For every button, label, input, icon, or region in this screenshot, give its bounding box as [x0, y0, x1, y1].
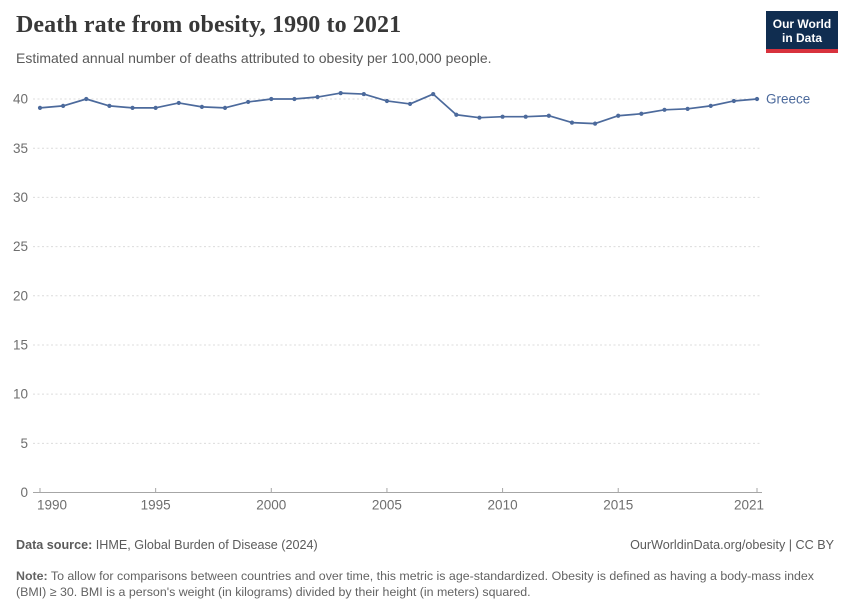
data-point-marker: [477, 115, 482, 120]
data-point-marker: [592, 121, 598, 126]
data-point-marker: [361, 91, 366, 97]
data-point-marker: [616, 113, 621, 118]
data-point-marker: [246, 99, 251, 105]
x-axis-tick-label: 2010: [488, 498, 518, 513]
license-text: OurWorldinData.org/obesity | CC BY: [630, 538, 834, 552]
note-label: Note:: [16, 569, 48, 583]
data-point-marker: [153, 105, 158, 110]
x-axis-tick-label: 2021: [734, 498, 764, 513]
x-axis-tick-label: 1995: [141, 498, 171, 513]
data-source-line: Data source: IHME, Global Burden of Dise…: [16, 538, 318, 552]
data-point-marker: [107, 103, 112, 108]
data-point-marker: [292, 96, 297, 102]
x-axis-tick-label: 2000: [256, 498, 286, 513]
y-axis-tick-label: 40: [13, 92, 28, 107]
x-axis-tick-label: 1990: [37, 498, 67, 513]
owid-logo: Our World in Data: [766, 11, 838, 53]
data-point-marker: [199, 104, 205, 109]
data-point-marker: [662, 107, 667, 112]
page-subtitle: Estimated annual number of deaths attrib…: [16, 50, 492, 66]
data-point-marker: [685, 106, 690, 111]
data-point-marker: [431, 91, 436, 97]
data-point-marker: [130, 105, 135, 110]
y-axis-tick-label: 5: [20, 436, 28, 451]
logo-line-1: Our World: [772, 17, 832, 31]
data-point-marker: [61, 103, 66, 108]
y-axis-tick-label: 25: [13, 239, 28, 254]
x-axis-tick-label: 2015: [603, 498, 633, 513]
data-point-marker: [754, 96, 760, 102]
data-series-line: [39, 92, 758, 125]
data-source-label: Data source:: [16, 538, 93, 552]
data-point-marker: [176, 100, 181, 106]
chart-note: Note: To allow for comparisons between c…: [16, 568, 818, 601]
data-point-marker: [338, 90, 343, 96]
data-point-marker: [569, 120, 575, 125]
note-body: To allow for comparisons between countri…: [16, 569, 814, 600]
y-axis-tick-label: 30: [13, 190, 28, 205]
y-axis-tick-label: 10: [13, 387, 28, 402]
data-point-marker: [546, 113, 551, 118]
logo-line-2: in Data: [781, 31, 822, 45]
data-point-marker: [523, 114, 528, 119]
data-point-marker: [731, 98, 736, 104]
y-axis-tick-label: 35: [13, 141, 28, 156]
y-axis-tick-label: 0: [20, 485, 28, 500]
data-point-marker: [315, 94, 320, 100]
series-entity-label: Greece: [766, 92, 810, 107]
data-point-marker: [384, 98, 390, 104]
y-axis-tick-label: 20: [13, 288, 28, 303]
y-axis-tick-label: 15: [13, 338, 28, 353]
data-point-marker: [454, 112, 459, 117]
data-point-marker: [407, 101, 413, 107]
data-point-marker: [37, 105, 43, 110]
data-point-marker: [84, 96, 89, 102]
x-axis-tick-label: 2005: [372, 498, 402, 513]
line-chart: 0 5 10 15 20 25 30 35 40 1990 1995 2000 2005 2010 2015…: [13, 90, 810, 513]
data-source-text: IHME, Global Burden of Disease (2024): [92, 538, 318, 552]
data-point-marker: [708, 103, 713, 108]
page-title: Death rate from obesity, 1990 to 2021: [16, 12, 402, 38]
data-point-marker: [639, 111, 644, 116]
data-point-marker: [269, 96, 274, 102]
data-point-marker: [222, 105, 228, 110]
data-point-marker: [500, 114, 505, 119]
